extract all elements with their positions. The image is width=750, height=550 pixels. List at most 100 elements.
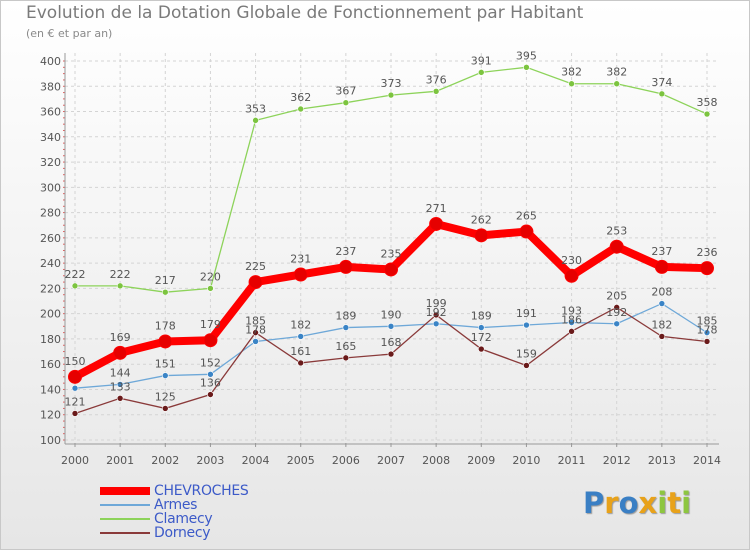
data-label-clamecy: 376 (426, 73, 447, 86)
x-tick-label: 2008 (422, 454, 450, 467)
data-label-clamecy: 217 (155, 274, 176, 287)
y-tick-label: 100 (40, 434, 61, 447)
data-point-chevroches (158, 334, 173, 349)
data-point-dornecy (161, 405, 169, 412)
data-label-dornecy: 186 (561, 313, 582, 326)
data-label-clamecy: 367 (335, 85, 356, 98)
x-tick-label: 2007 (377, 454, 405, 467)
x-tick-label: 2004 (242, 454, 270, 467)
data-label-chevroches: 179 (200, 318, 221, 331)
data-point-armes (387, 322, 395, 330)
data-label-dornecy: 172 (471, 331, 492, 344)
data-label-dornecy: 125 (155, 390, 176, 403)
data-point-clamecy (432, 88, 440, 95)
y-tick-label: 400 (40, 55, 61, 68)
data-label-clamecy: 395 (516, 49, 537, 62)
data-label-dornecy: 185 (245, 315, 266, 328)
legend-swatch (100, 487, 150, 495)
logo-letter: x (638, 486, 658, 520)
x-tick-label: 2001 (106, 454, 134, 467)
data-label-armes: 192 (606, 306, 627, 319)
data-label-dornecy: 121 (65, 395, 86, 408)
logo-letter: P (583, 486, 605, 520)
data-label-armes: 178 (245, 323, 266, 336)
data-point-dornecy (703, 338, 711, 345)
data-label-dornecy: 159 (516, 347, 537, 360)
data-point-clamecy (568, 80, 575, 88)
legend-swatch (100, 504, 150, 506)
data-label-dornecy: 205 (606, 289, 627, 302)
data-point-clamecy (161, 288, 169, 296)
data-point-armes (658, 300, 666, 307)
data-point-clamecy (71, 282, 79, 290)
data-point-armes (342, 324, 350, 331)
data-point-dornecy (342, 354, 350, 362)
x-tick-label: 2010 (512, 454, 540, 467)
logo-letter: t (667, 486, 682, 520)
x-tick-label: 2000 (61, 454, 89, 467)
data-point-chevroches (338, 259, 353, 274)
data-label-armes: 191 (516, 307, 537, 320)
data-point-dornecy (613, 304, 621, 311)
legend-label: Armes (154, 497, 198, 513)
data-label-armes: 152 (200, 356, 221, 369)
data-label-armes: 190 (381, 308, 402, 321)
data-label-chevroches: 271 (426, 202, 447, 215)
data-point-dornecy (297, 359, 305, 367)
x-tick-label: 2005 (287, 454, 315, 467)
data-label-dornecy: 165 (335, 340, 356, 353)
data-point-armes (207, 371, 214, 378)
data-point-clamecy (342, 99, 350, 106)
legend-label: Dornecy (154, 525, 211, 541)
data-label-dornecy: 168 (381, 336, 402, 349)
legend-swatch (100, 532, 150, 534)
chart-title: Evolution de la Dotation Globale de Fonc… (26, 3, 584, 23)
y-tick-label: 220 (40, 282, 61, 295)
x-tick-label: 2006 (332, 454, 360, 467)
x-tick-label: 2013 (648, 454, 676, 467)
data-labels: 222 222 217 220 353 362 367 373 376 391 395 382 382 3… (65, 49, 718, 408)
y-tick-label: 360 (40, 106, 61, 119)
data-point-armes (161, 372, 169, 379)
data-point-armes (116, 381, 124, 388)
data-label-armes: 189 (471, 310, 492, 323)
data-label-clamecy: 353 (245, 102, 266, 115)
data-label-dornecy: 178 (697, 323, 718, 336)
logo-letter: i (681, 486, 692, 520)
data-point-chevroches (429, 216, 444, 231)
data-label-armes: 208 (651, 286, 672, 299)
data-point-clamecy (613, 80, 621, 88)
data-label-clamecy: 220 (200, 270, 221, 283)
data-point-dornecy (658, 333, 666, 340)
legend-swatch (100, 518, 150, 520)
data-point-dornecy (568, 328, 575, 335)
legend-label: CHEVROCHES (154, 483, 249, 499)
x-tick-label: 2003 (196, 454, 224, 467)
data-label-clamecy: 358 (697, 96, 718, 109)
proxiti-logo: Proxiti (583, 486, 691, 520)
data-point-clamecy (252, 117, 259, 124)
data-point-chevroches (68, 369, 82, 384)
data-point-clamecy (116, 282, 124, 290)
data-point-clamecy (703, 110, 711, 118)
y-tick-label: 300 (40, 181, 61, 194)
logo-letter: r (604, 486, 619, 520)
y-tick-label: 200 (40, 308, 61, 321)
y-tick-label: 380 (40, 80, 61, 93)
data-label-chevroches: 235 (381, 247, 402, 260)
x-tick-label: 2011 (558, 454, 586, 467)
data-point-clamecy (207, 285, 214, 292)
data-label-chevroches: 262 (471, 213, 492, 226)
data-point-dornecy (477, 345, 485, 353)
data-label-armes: 151 (155, 358, 176, 371)
data-label-dornecy: 133 (110, 380, 131, 393)
data-point-dornecy (432, 311, 440, 319)
data-point-chevroches (203, 333, 218, 348)
data-point-chevroches (564, 268, 579, 283)
legend-label: Clamecy (154, 511, 213, 527)
data-point-clamecy (387, 91, 395, 99)
data-point-chevroches (293, 267, 308, 282)
data-label-dornecy: 199 (426, 297, 447, 310)
data-label-armes: 189 (335, 310, 356, 323)
